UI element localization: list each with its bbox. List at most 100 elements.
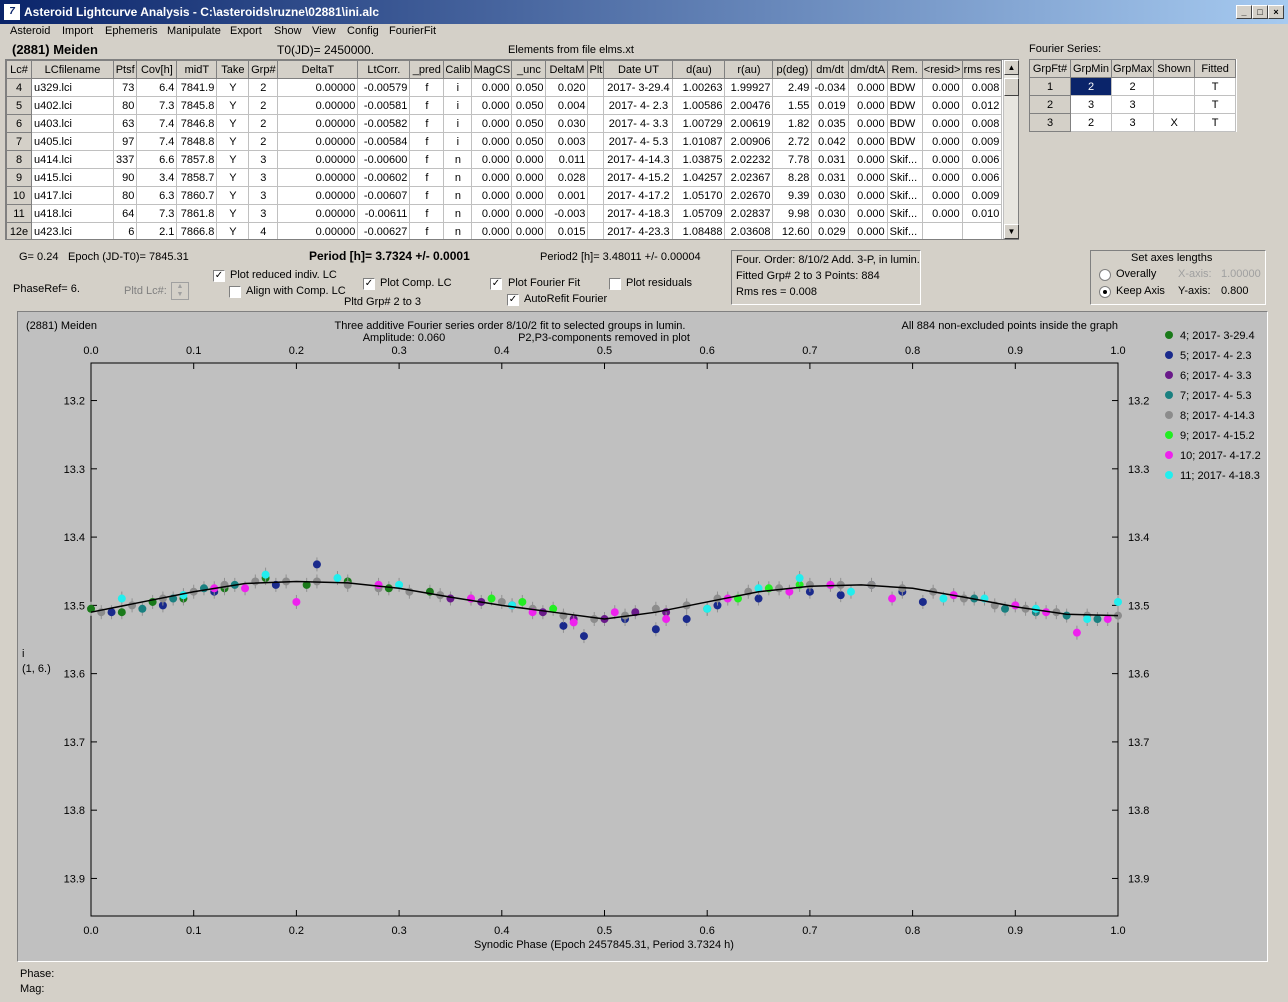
table-cell[interactable]: BDW — [886, 132, 923, 151]
column-header-20[interactable]: dm/dtA — [847, 60, 888, 79]
table-row[interactable]: 11 u418.lci 64 7.3 7861.8 Y 3 0.00000 -0.00611 f n… — [6, 204, 1003, 223]
table-cell[interactable]: -0.034 — [811, 78, 849, 97]
table-cell[interactable]: 97 — [112, 132, 138, 151]
table-cell[interactable]: 0.009 — [961, 132, 1003, 151]
table-cell[interactable]: Skif... — [886, 168, 923, 187]
pltd-lc-spinner[interactable]: ▲ ▼ — [171, 282, 189, 300]
maximize-button[interactable]: □ — [1252, 5, 1268, 19]
table-cell[interactable]: 0.019 — [811, 96, 849, 115]
table-cell[interactable]: 0.000 — [511, 168, 547, 187]
table-cell[interactable]: 0.000 — [921, 132, 963, 151]
table-cell[interactable]: u402.lci — [31, 96, 114, 115]
table-cell[interactable]: 0.000 — [847, 222, 888, 239]
table-cell[interactable]: 0.000 — [847, 186, 888, 205]
table-scrollbar[interactable]: ▲ ▼ — [1003, 60, 1019, 239]
table-cell[interactable]: 2017- 4- 2.3 — [603, 96, 674, 115]
table-cell[interactable]: 0.00000 — [277, 186, 359, 205]
table-row[interactable]: 9 u415.lci 90 3.4 7858.7 Y 3 0.00000 -0.00602 f n 0… — [6, 168, 1003, 187]
table-cell[interactable]: 0.000 — [471, 96, 513, 115]
table-cell[interactable]: 11 — [6, 204, 32, 223]
table-cell[interactable]: 0.050 — [511, 114, 547, 133]
table-cell[interactable]: 0.030 — [545, 114, 589, 133]
align-comp-checkbox[interactable] — [229, 286, 241, 298]
table-cell[interactable]: 0.008 — [961, 114, 1003, 133]
table-cell[interactable]: 2.49 — [772, 78, 813, 97]
table-cell[interactable]: 0.050 — [511, 78, 547, 97]
table-cell[interactable]: 6 — [6, 114, 32, 133]
table-cell[interactable]: 0.000 — [471, 168, 513, 187]
table-cell[interactable]: u418.lci — [31, 204, 114, 223]
menu-show[interactable]: Show — [274, 25, 302, 37]
table-cell[interactable]: 1.82 — [772, 114, 813, 133]
table-cell[interactable]: 1.04257 — [672, 168, 726, 187]
table-cell[interactable]: Y — [216, 132, 250, 151]
table-cell[interactable]: 2017- 4- 3.3 — [603, 114, 674, 133]
table-cell[interactable]: 3 — [248, 168, 279, 187]
table-cell[interactable]: 2.02232 — [724, 150, 774, 169]
table-cell[interactable] — [587, 150, 605, 169]
table-cell[interactable]: u403.lci — [31, 114, 114, 133]
table-row[interactable]: 4 u329.lci 73 6.4 7841.9 Y 2 0.00000 -0.00579 f i 0… — [6, 78, 1003, 97]
table-cell[interactable]: 0.000 — [847, 150, 888, 169]
table-cell[interactable]: 90 — [112, 168, 138, 187]
table-cell[interactable]: 0.000 — [921, 78, 963, 97]
table-cell[interactable]: 7841.9 — [176, 78, 218, 97]
table-cell[interactable]: 7.78 — [772, 150, 813, 169]
fourier-cell[interactable]: T — [1194, 95, 1237, 114]
table-cell[interactable]: -0.00611 — [357, 204, 411, 223]
table-cell[interactable]: 7.3 — [136, 204, 178, 223]
table-cell[interactable]: 8.28 — [772, 168, 813, 187]
table-cell[interactable]: 0.000 — [847, 96, 888, 115]
column-header-15[interactable]: Date UT — [603, 60, 674, 79]
table-row[interactable]: 8 u414.lci 337 6.6 7857.8 Y 3 0.00000 -0.00600 f n… — [6, 150, 1003, 169]
table-cell[interactable]: 2017- 4-18.3 — [603, 204, 674, 223]
table-cell[interactable]: 0.00000 — [277, 96, 359, 115]
table-cell[interactable] — [587, 186, 605, 205]
table-cell[interactable]: 2.00476 — [724, 96, 774, 115]
plot-comp-checkbox[interactable]: ✓ — [363, 278, 375, 290]
table-cell[interactable]: -0.003 — [545, 204, 589, 223]
table-cell[interactable]: f — [409, 222, 445, 239]
table-cell[interactable]: -0.00602 — [357, 168, 411, 187]
table-cell[interactable]: 0.042 — [811, 132, 849, 151]
table-cell[interactable]: 64 — [112, 204, 138, 223]
table-cell[interactable]: 1.99927 — [724, 78, 774, 97]
table-cell[interactable]: f — [409, 186, 445, 205]
table-cell[interactable]: i — [443, 114, 473, 133]
table-cell[interactable]: 0.000 — [471, 150, 513, 169]
table-cell[interactable]: 7 — [6, 132, 32, 151]
keep-axis-radio[interactable] — [1099, 286, 1111, 298]
table-cell[interactable]: Y — [216, 186, 250, 205]
table-cell[interactable]: u417.lci — [31, 186, 114, 205]
menu-manipulate[interactable]: Manipulate — [167, 25, 221, 37]
y-axis-value[interactable]: 0.800 — [1221, 285, 1249, 297]
table-cell[interactable]: 2.02670 — [724, 186, 774, 205]
table-cell[interactable]: n — [443, 150, 473, 169]
table-cell[interactable]: 0.000 — [511, 204, 547, 223]
table-row[interactable]: 6 u403.lci 63 7.4 7846.8 Y 2 0.00000 -0.00582 f i 0… — [6, 114, 1003, 133]
table-cell[interactable]: 12e — [6, 222, 32, 239]
table-cell[interactable]: -0.00627 — [357, 222, 411, 239]
table-cell[interactable]: 0.000 — [471, 186, 513, 205]
table-cell[interactable]: 0.031 — [811, 150, 849, 169]
table-cell[interactable]: 0.000 — [511, 222, 547, 239]
fourier-cell[interactable]: 3 — [1029, 113, 1071, 132]
table-cell[interactable]: 10 — [6, 186, 32, 205]
scroll-up-button[interactable]: ▲ — [1004, 60, 1019, 75]
table-cell[interactable]: 0.000 — [847, 78, 888, 97]
table-cell[interactable]: 7861.8 — [176, 204, 218, 223]
table-cell[interactable]: 0.000 — [921, 150, 963, 169]
table-cell[interactable]: 7860.7 — [176, 186, 218, 205]
table-cell[interactable]: Y — [216, 114, 250, 133]
table-cell[interactable]: f — [409, 114, 445, 133]
table-cell[interactable]: 2017- 4- 5.3 — [603, 132, 674, 151]
table-cell[interactable] — [587, 204, 605, 223]
table-cell[interactable]: 0.001 — [545, 186, 589, 205]
table-cell[interactable]: 7845.8 — [176, 96, 218, 115]
table-cell[interactable]: 0.00000 — [277, 168, 359, 187]
table-cell[interactable] — [587, 168, 605, 187]
table-cell[interactable]: 2.02367 — [724, 168, 774, 187]
column-header-18[interactable]: p(deg) — [772, 60, 813, 79]
